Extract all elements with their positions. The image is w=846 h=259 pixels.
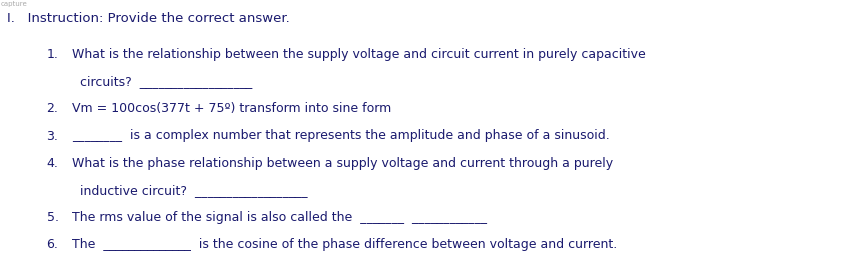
Text: The rms value of the signal is also called the  _______  ____________: The rms value of the signal is also call… <box>72 211 487 224</box>
Text: inductive circuit?  __________________: inductive circuit? __________________ <box>80 184 308 197</box>
Text: 3.: 3. <box>47 130 58 142</box>
Text: capture: capture <box>1 1 28 7</box>
Text: ________  is a complex number that represents the amplitude and phase of a sinus: ________ is a complex number that repres… <box>72 130 610 142</box>
Text: circuits?  __________________: circuits? __________________ <box>80 75 253 88</box>
Text: 2.: 2. <box>47 102 58 115</box>
Text: I.   Instruction: Provide the correct answer.: I. Instruction: Provide the correct answ… <box>7 12 289 25</box>
Text: 5.: 5. <box>47 211 58 224</box>
Text: 6.: 6. <box>47 238 58 251</box>
Text: The  ______________  is the cosine of the phase difference between voltage and c: The ______________ is the cosine of the … <box>72 238 618 251</box>
Text: What is the relationship between the supply voltage and circuit current in purel: What is the relationship between the sup… <box>72 48 645 61</box>
Text: What is the phase relationship between a supply voltage and current through a pu: What is the phase relationship between a… <box>72 157 613 170</box>
Text: Vm = 100cos(377t + 75º) transform into sine form: Vm = 100cos(377t + 75º) transform into s… <box>72 102 391 115</box>
Text: 4.: 4. <box>47 157 58 170</box>
Text: 1.: 1. <box>47 48 58 61</box>
